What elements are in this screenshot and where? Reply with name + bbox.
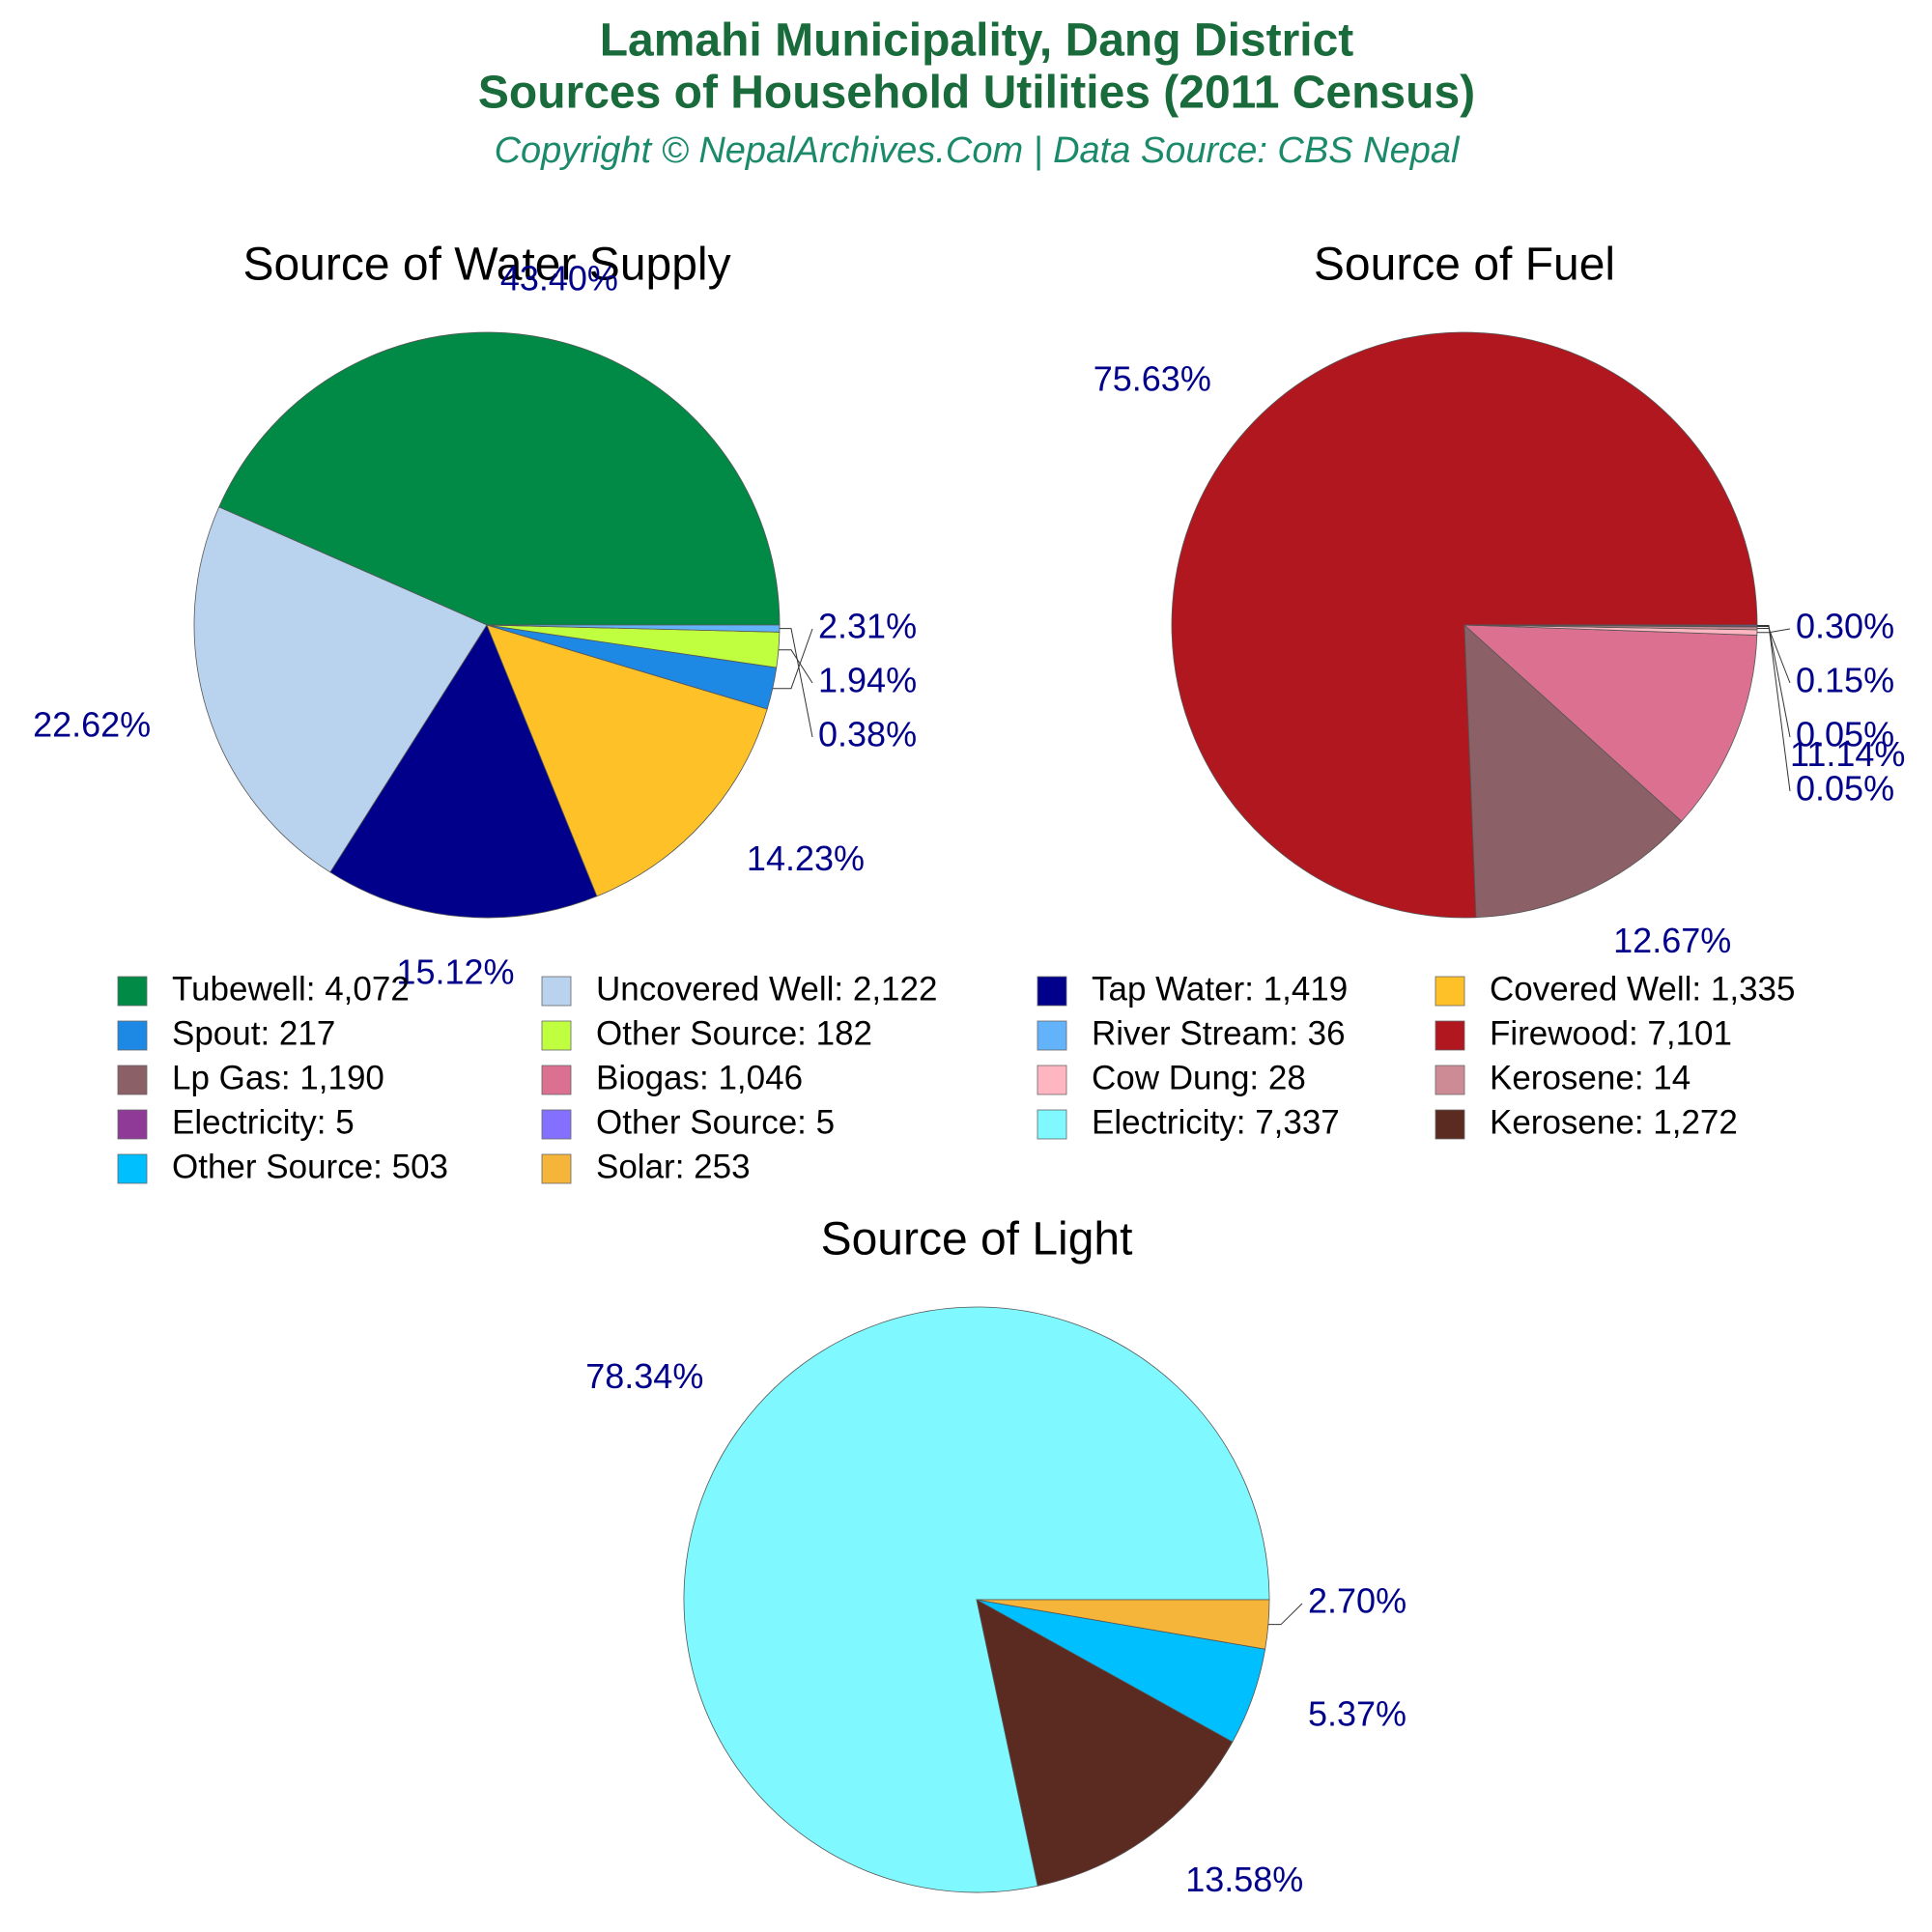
legend-swatch (117, 1020, 148, 1051)
percent-label: 11.14% (1790, 734, 1905, 774)
percent-label: 13.58% (1185, 1860, 1303, 1899)
legend-label: Solar: 253 (596, 1148, 751, 1185)
legend-swatch (117, 976, 148, 1007)
pie-slice (193, 506, 488, 873)
percent-label: 5.37% (1308, 1693, 1406, 1733)
legend-swatch (1435, 1065, 1465, 1095)
legend-swatch (1435, 1109, 1465, 1140)
legend-label: Other Source: 503 (172, 1148, 448, 1185)
legend-label: Tubewell: 4,072 (172, 970, 410, 1008)
legend-swatch (117, 1109, 148, 1140)
percent-label: 0.05% (1796, 715, 1894, 754)
legend-swatch (117, 1153, 148, 1184)
legend-swatch (541, 1020, 572, 1051)
legend-label: Covered Well: 1,335 (1490, 970, 1795, 1008)
legend-label: Tap Water: 1,419 (1092, 970, 1348, 1008)
percent-label: 2.31% (818, 607, 917, 646)
percent-label: 0.15% (1796, 661, 1894, 700)
legend-label: Lp Gas: 1,190 (172, 1059, 384, 1096)
pie-slice (1463, 624, 1683, 919)
legend-swatch (1037, 1109, 1067, 1140)
pie-title: Source of Water Supply (242, 240, 730, 291)
subtitle: Copyright © NepalArchives.Com | Data Sou… (495, 130, 1461, 171)
percent-label: 2.70% (1308, 1581, 1406, 1621)
percent-label: 1.94% (818, 661, 917, 700)
pie-slice (329, 624, 598, 919)
leader-line (778, 649, 813, 684)
legend-swatch (541, 1065, 572, 1095)
legend-label: Other Source: 182 (596, 1014, 872, 1052)
leader-line (1756, 625, 1791, 792)
legend-label: Electricity: 7,337 (1092, 1103, 1340, 1141)
legend-swatch (1435, 1020, 1465, 1051)
percent-label: 14.23% (747, 838, 865, 878)
pie-title: Source of Fuel (1314, 240, 1615, 291)
legend-label: Firewood: 7,101 (1490, 1014, 1732, 1052)
percent-label: 78.34% (585, 1356, 703, 1396)
leader-line (1756, 628, 1791, 634)
pie-slice (1463, 624, 1758, 822)
legend-label: Electricity: 5 (172, 1103, 355, 1141)
legend-label: Biogas: 1,046 (596, 1059, 803, 1096)
legend-label: Kerosene: 1,272 (1490, 1103, 1738, 1141)
legend-label: Cow Dung: 28 (1092, 1059, 1306, 1096)
legend-swatch (117, 1065, 148, 1095)
legend-swatch (541, 976, 572, 1007)
legend-swatch (541, 1153, 572, 1184)
percent-label: 0.05% (1796, 769, 1894, 809)
pie-title: Source of Light (821, 1214, 1133, 1265)
percent-label: 22.62% (33, 704, 151, 744)
pie-slice (486, 624, 768, 897)
legend-label: Other Source: 5 (596, 1103, 835, 1141)
legend-label: Kerosene: 14 (1490, 1059, 1690, 1096)
pie-slice (218, 331, 781, 626)
legend-label: Spout: 217 (172, 1014, 335, 1052)
title-line: Sources of Household Utilities (2011 Cen… (478, 68, 1475, 119)
percent-label: 43.40% (500, 259, 618, 298)
leader-line (772, 628, 813, 690)
legend-swatch (1435, 976, 1465, 1007)
title-line: Lamahi Municipality, Dang District (600, 15, 1354, 67)
legend-label: River Stream: 36 (1092, 1014, 1346, 1052)
percent-label: 15.12% (396, 952, 514, 992)
percent-label: 0.38% (818, 715, 917, 754)
percent-label: 75.63% (1094, 359, 1211, 399)
leader-line (779, 628, 813, 738)
leader-line (1267, 1603, 1303, 1626)
percent-label: 0.30% (1796, 607, 1894, 646)
legend-swatch (1037, 1065, 1067, 1095)
percent-label: 12.67% (1613, 921, 1731, 960)
legend-swatch (1037, 976, 1067, 1007)
pie-slice (976, 1599, 1234, 1887)
legend-swatch (541, 1109, 572, 1140)
legend-label: Uncovered Well: 2,122 (596, 970, 937, 1008)
legend-swatch (1037, 1020, 1067, 1051)
